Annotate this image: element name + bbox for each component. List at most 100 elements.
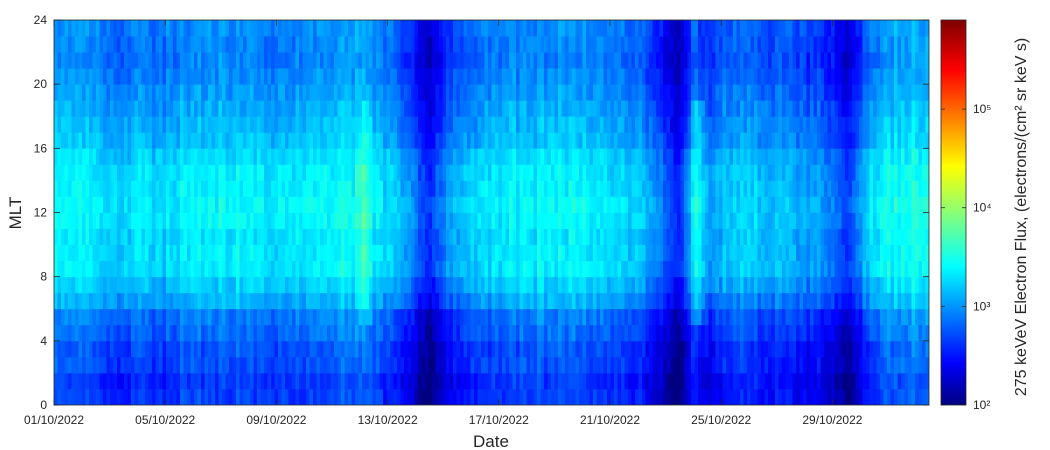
heatmap-cell (155, 388, 160, 405)
heatmap-cell (631, 180, 636, 197)
heatmap-cell (365, 36, 370, 53)
heatmap-cell (162, 148, 167, 165)
heatmap-cell (687, 244, 692, 262)
heatmap-cell (358, 52, 363, 69)
heatmap-cell (642, 356, 646, 374)
heatmap-cell (670, 84, 674, 101)
heatmap-cell (453, 180, 457, 197)
heatmap-cell (306, 84, 310, 101)
heatmap-cell (722, 324, 727, 342)
heatmap-cell (673, 260, 678, 278)
heatmap-cell (694, 356, 699, 374)
heatmap-cell (530, 148, 534, 165)
heatmap-cell (642, 20, 646, 37)
heatmap-cell (617, 20, 622, 37)
heatmap-cell (491, 180, 496, 197)
heatmap-cell (691, 212, 695, 229)
heatmap-cell (306, 292, 310, 310)
heatmap-cell (677, 212, 681, 229)
heatmap-cell (148, 244, 153, 262)
heatmap-cell (442, 228, 447, 245)
heatmap-cell (740, 228, 744, 245)
heatmap-cell (309, 164, 314, 181)
heatmap-cell (341, 20, 345, 37)
heatmap-cell (71, 292, 76, 310)
heatmap-cell (505, 116, 510, 133)
heatmap-cell (635, 20, 639, 37)
heatmap-cell (495, 308, 499, 326)
heatmap-cell (617, 84, 622, 101)
heatmap-cell (113, 324, 118, 342)
heatmap-cell (89, 36, 93, 53)
heatmap-cell (677, 164, 681, 181)
heatmap-cell (250, 340, 254, 358)
heatmap-cell (656, 132, 660, 149)
heatmap-cell (75, 292, 79, 310)
heatmap-cell (71, 100, 76, 117)
heatmap-cell (246, 132, 251, 149)
heatmap-cell (183, 196, 188, 213)
heatmap-cell (453, 68, 457, 85)
heatmap-cell (159, 308, 163, 326)
heatmap-cell (638, 116, 643, 133)
heatmap-cell (740, 164, 744, 181)
heatmap-cell (677, 260, 681, 278)
heatmap-cell (621, 132, 625, 149)
heatmap-cell (775, 84, 779, 101)
heatmap-cell (407, 244, 412, 262)
heatmap-cell (99, 164, 104, 181)
heatmap-cell (138, 308, 142, 326)
heatmap-cell (110, 276, 114, 294)
heatmap-cell (551, 276, 555, 294)
heatmap-cell (302, 20, 307, 37)
heatmap-cell (509, 292, 513, 310)
heatmap-cell (547, 68, 552, 85)
heatmap-cell (467, 164, 471, 181)
heatmap-cell (285, 340, 289, 358)
heatmap-cell (750, 228, 755, 245)
heatmap-cell (180, 228, 184, 245)
heatmap-cell (393, 372, 398, 390)
heatmap-cell (120, 228, 125, 245)
heatmap-cell (586, 36, 590, 53)
heatmap-cell (281, 324, 286, 342)
heatmap-cell (453, 324, 457, 342)
heatmap-cell (141, 196, 146, 213)
heatmap-cell (386, 132, 391, 149)
heatmap-cell (656, 228, 660, 245)
heatmap-cell (89, 340, 93, 358)
heatmap-cell (533, 20, 538, 37)
heatmap-cell (274, 52, 279, 69)
heatmap-cell (782, 324, 786, 342)
heatmap-cell (670, 52, 674, 69)
heatmap-cell (635, 100, 639, 117)
heatmap-cell (505, 20, 510, 37)
heatmap-cell (635, 180, 639, 197)
heatmap-cell (180, 68, 184, 85)
heatmap-cell (551, 260, 555, 278)
heatmap-cell (673, 148, 678, 165)
heatmap-cell (204, 196, 209, 213)
heatmap-cell (288, 244, 293, 262)
heatmap-cell (208, 180, 212, 197)
heatmap-cell (600, 372, 604, 390)
heatmap-cell (89, 356, 93, 374)
heatmap-cell (519, 276, 524, 294)
heatmap-cell (481, 228, 485, 245)
heatmap-cell (673, 324, 678, 342)
heatmap-cell (712, 340, 716, 358)
heatmap-cell (127, 292, 132, 310)
heatmap-cell (782, 356, 786, 374)
heatmap-cell (757, 276, 762, 294)
heatmap-cell (684, 132, 688, 149)
heatmap-cell (684, 372, 688, 390)
heatmap-cell (159, 244, 163, 262)
heatmap-cell (484, 356, 489, 374)
heatmap-cell (635, 324, 639, 342)
heatmap-cell (484, 180, 489, 197)
heatmap-cell (736, 180, 741, 197)
heatmap-cell (309, 324, 314, 342)
heatmap-cell (673, 276, 678, 294)
heatmap-cell (89, 180, 93, 197)
heatmap-cell (463, 212, 468, 229)
